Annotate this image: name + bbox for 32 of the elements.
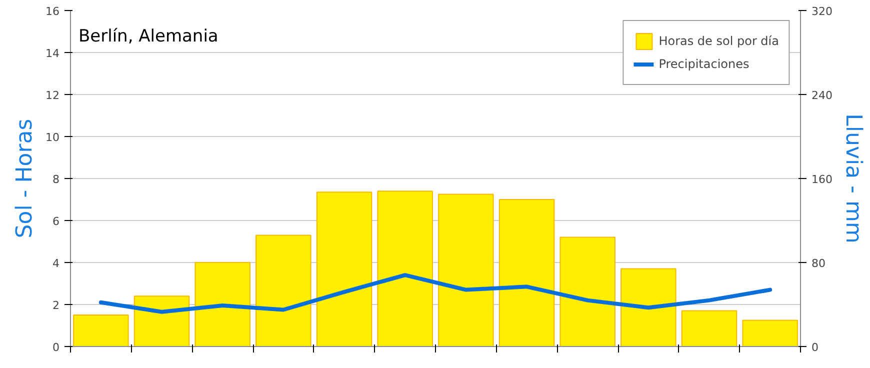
y-tick-label: 16 [46,5,60,18]
y2-tick-label: 160 [812,173,832,186]
bar [377,190,433,346]
y-tick-label: 2 [52,299,60,312]
legend-label: Horas de sol por día [658,34,779,48]
bar [73,314,129,346]
y2-axis-title: Lluvia - mm [840,114,866,244]
bar [742,320,798,346]
line-series [98,273,772,314]
bar [498,199,555,346]
bar [134,296,190,346]
y2-tick-label: 80 [812,257,826,270]
y2-tick-label: 240 [812,89,832,102]
text: Berlín, Alemania [78,26,218,46]
bar [438,194,494,346]
bar [194,262,250,346]
y2-tick-label: 0 [812,341,818,354]
y-tick-label: 6 [52,215,60,228]
y-tick-label: 8 [52,173,60,186]
bar [316,192,372,346]
legend-label: Precipitaciones [658,57,750,71]
y-axis-title: Sol - Horas [12,118,38,238]
bar [256,234,312,346]
y-tick-label: 10 [46,131,60,144]
bar [560,236,616,346]
y-tick-label: 4 [52,257,60,270]
bar [620,268,676,346]
y-tick-label: 0 [52,341,60,354]
bar [681,310,738,346]
y-tick-label: 12 [46,89,60,102]
y-tick-label: 14 [46,47,60,60]
y2-tick-label: 320 [812,5,832,18]
